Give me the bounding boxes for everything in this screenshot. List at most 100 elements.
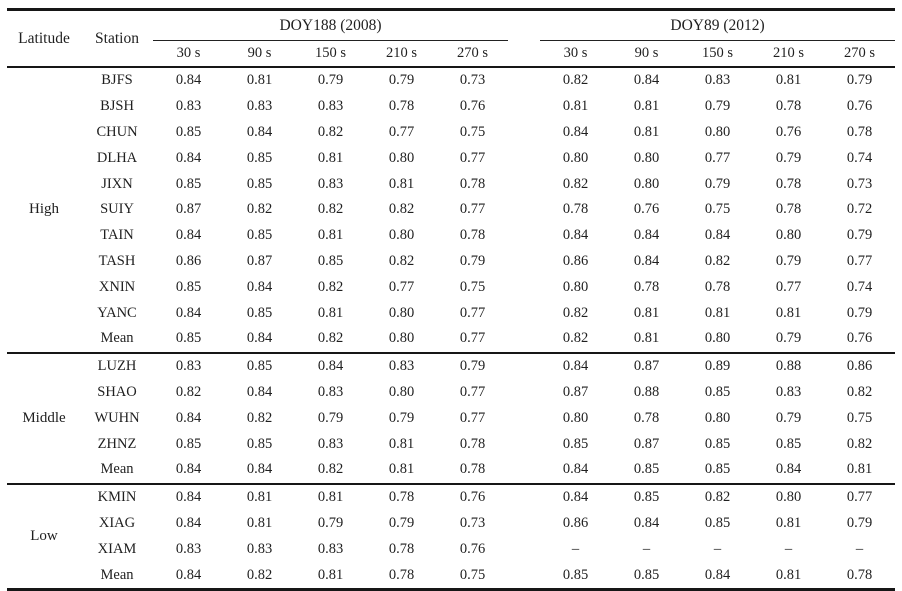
value-cell-doy188: 0.85 <box>246 435 273 452</box>
latitude-group-label: Middle <box>7 351 81 484</box>
value-cell-doy188: 0.84 <box>246 278 273 295</box>
column-gap <box>508 120 540 146</box>
value-cell-doy188: 0.76 <box>437 482 508 511</box>
value-cell-doy89: 0.84 <box>704 227 731 244</box>
column-gap <box>508 431 540 457</box>
value-cell-doy188: 0.79 <box>317 409 344 426</box>
value-cell-doy188: 0.78 <box>459 175 486 192</box>
value-cell-doy89: 0.87 <box>633 435 660 452</box>
value-cell-doy89: 0.85 <box>704 435 731 452</box>
station-cell: JIXN <box>101 175 133 192</box>
value-cell-doy89: 0.84 <box>633 514 660 531</box>
value-cell-doy89: – <box>571 540 580 557</box>
value-cell-doy188: 0.77 <box>388 123 415 140</box>
table-row: WUHN 0.84 0.82 0.79 0.79 0.77 0.80 0.78 0.80 0.79… <box>7 405 895 431</box>
value-cell-doy188: 0.85 <box>175 435 202 452</box>
value-cell-doy89: 0.78 <box>562 201 589 218</box>
value-cell-doy89: 0.79 <box>775 149 802 166</box>
column-gap <box>508 9 540 68</box>
value-cell-doy188: 0.81 <box>388 175 415 192</box>
col-header-interval: 30 s <box>540 40 611 68</box>
value-cell-doy188: 0.84 <box>246 330 273 347</box>
value-cell-doy188: 0.84 <box>246 461 273 478</box>
value-cell-doy89: 0.79 <box>775 409 802 426</box>
correlation-table: Latitude Station DOY188 (2008) DOY89 (20… <box>7 8 896 591</box>
column-gap <box>508 197 540 223</box>
value-cell-doy188: 0.84 <box>175 149 202 166</box>
value-cell-doy89: 0.84 <box>633 72 660 89</box>
value-cell-doy89: 0.77 <box>775 278 802 295</box>
table-row: SHAO 0.82 0.84 0.83 0.80 0.77 0.87 0.88 0.85 0.83… <box>7 380 895 406</box>
value-cell-doy188: 0.83 <box>246 98 273 115</box>
table-body: High BJFS 0.84 0.81 0.79 0.79 0.73 0.82 0.84 0.83… <box>7 67 896 590</box>
value-cell-doy188: 0.82 <box>317 201 344 218</box>
station-cell: ZHNZ <box>97 435 137 452</box>
value-cell-doy89: 0.87 <box>562 383 589 400</box>
col-header-station: Station <box>81 9 153 68</box>
col-header-interval: 270 s <box>437 40 508 68</box>
column-gap <box>508 300 540 326</box>
value-cell-doy89: 0.81 <box>633 330 660 347</box>
value-cell-doy188: 0.77 <box>388 278 415 295</box>
value-cell-doy188: 0.83 <box>175 540 202 557</box>
value-cell-doy188: 0.82 <box>175 383 202 400</box>
column-gap <box>508 405 540 431</box>
column-gap <box>508 249 540 275</box>
value-cell-doy188: 0.77 <box>459 409 486 426</box>
value-cell-doy188: 0.75 <box>459 123 486 140</box>
value-cell-doy188: 0.84 <box>175 514 202 531</box>
value-cell-doy89: 0.79 <box>846 72 873 89</box>
value-cell-doy188: 0.84 <box>295 351 366 380</box>
value-cell-doy188: 0.85 <box>317 252 344 269</box>
value-cell-doy188: 0.76 <box>459 540 486 557</box>
value-cell-doy188: 0.85 <box>224 351 295 380</box>
value-cell-doy89: 0.80 <box>562 149 589 166</box>
value-cell-doy188: 0.77 <box>459 330 486 347</box>
value-cell-doy188: 0.78 <box>366 482 437 511</box>
value-cell-doy188: 0.77 <box>459 149 486 166</box>
station-cell: XNIN <box>98 278 136 295</box>
column-gap <box>508 171 540 197</box>
value-cell-doy89: 0.79 <box>846 514 873 531</box>
station-cell: WUHN <box>94 409 140 426</box>
value-cell-doy188: 0.82 <box>388 252 415 269</box>
value-cell-doy89: 0.81 <box>775 566 802 583</box>
value-cell-doy89: 0.82 <box>846 383 873 400</box>
table-row: XNIN 0.85 0.84 0.82 0.77 0.75 0.80 0.78 0.78 0.77… <box>7 274 895 300</box>
table-row: DLHA 0.84 0.85 0.81 0.80 0.77 0.80 0.80 0.77 0.79… <box>7 145 895 171</box>
table-row: Mean 0.84 0.82 0.81 0.78 0.75 0.85 0.85 0.84 0.81… <box>7 562 895 589</box>
value-cell-doy89: – <box>855 540 864 557</box>
value-cell-doy89: 0.85 <box>633 566 660 583</box>
value-cell-doy89: 0.85 <box>633 461 660 478</box>
value-cell-doy89: 0.84 <box>540 351 611 380</box>
value-cell-doy89: 0.89 <box>682 351 753 380</box>
column-gap <box>508 380 540 406</box>
table-row: ZHNZ 0.85 0.85 0.83 0.81 0.78 0.85 0.87 0.85 0.85… <box>7 431 895 457</box>
value-cell-doy188: 0.73 <box>459 514 486 531</box>
value-cell-doy89: 0.80 <box>753 482 824 511</box>
value-cell-doy188: 0.82 <box>317 461 344 478</box>
value-cell-doy188: 0.85 <box>175 330 202 347</box>
value-cell-doy89: 0.86 <box>824 351 896 380</box>
value-cell-doy89: 0.81 <box>633 98 660 115</box>
station-cell: YANC <box>97 304 137 321</box>
value-cell-doy188: 0.79 <box>317 514 344 531</box>
value-cell-doy188: 0.85 <box>246 304 273 321</box>
value-cell-doy89: 0.77 <box>704 149 731 166</box>
value-cell-doy89: 0.84 <box>562 227 589 244</box>
col-header-interval: 210 s <box>366 40 437 68</box>
value-cell-doy89: 0.86 <box>562 514 589 531</box>
value-cell-doy188: 0.82 <box>317 278 344 295</box>
value-cell-doy188: 0.83 <box>175 98 202 115</box>
value-cell-doy89: 0.79 <box>775 330 802 347</box>
value-cell-doy188: 0.81 <box>317 227 344 244</box>
value-cell-doy89: 0.81 <box>633 123 660 140</box>
value-cell-doy89: 0.82 <box>562 72 589 89</box>
column-gap <box>508 511 540 537</box>
value-cell-doy89: 0.87 <box>611 351 682 380</box>
value-cell-doy188: 0.85 <box>246 227 273 244</box>
col-header-interval: 210 s <box>753 40 824 68</box>
value-cell-doy89: 0.79 <box>704 98 731 115</box>
station-cell: XIAM <box>97 540 137 557</box>
